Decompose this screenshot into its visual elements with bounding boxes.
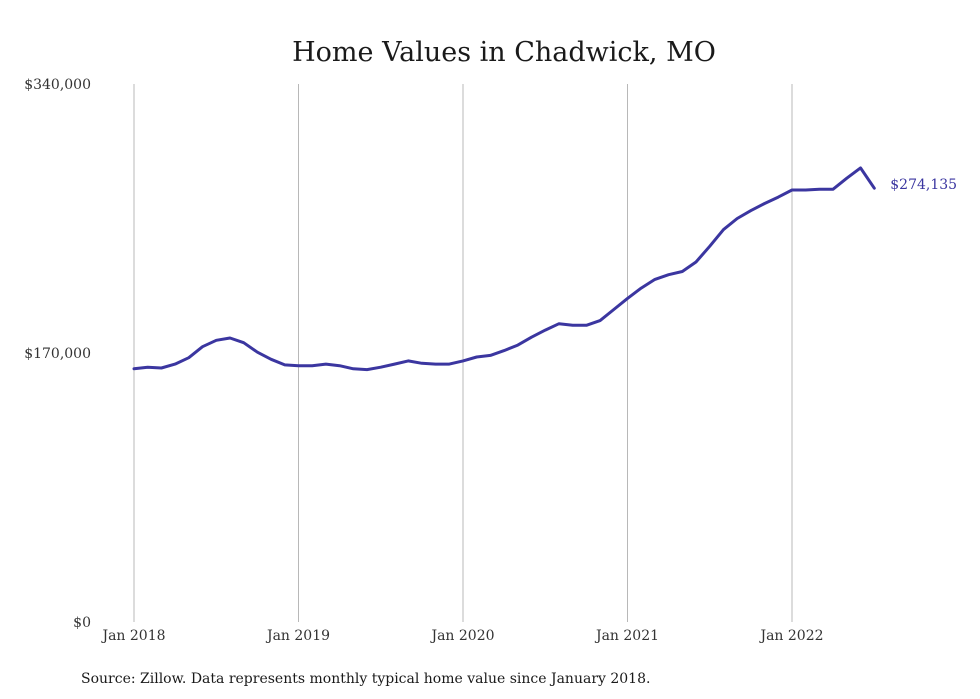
series-line [132, 166, 876, 372]
y-tick-label: $340,000 [24, 77, 91, 93]
end-value-label: $274,135 [890, 177, 957, 193]
x-tick-label: Jan 2022 [758, 628, 823, 644]
y-tick-label: $0 [73, 615, 91, 631]
x-tick-label: Jan 2021 [594, 628, 659, 644]
gridlines [133, 84, 793, 622]
x-tick-label: Jan 2018 [100, 628, 165, 644]
y-tick-label: $170,000 [24, 346, 91, 362]
chart-title: Home Values in Chadwick, MO [292, 37, 716, 68]
x-tick-label: Jan 2020 [429, 628, 494, 644]
series-group [132, 166, 876, 372]
source-note: Source: Zillow. Data represents monthly … [81, 671, 650, 687]
x-tick-label: Jan 2019 [265, 628, 330, 644]
x-axis-tick-labels: Jan 2018 Jan 2019 Jan 2020 Jan 2021 Jan 2022 [100, 628, 823, 644]
y-axis-tick-labels: $0 $170,000 $340,000 [24, 77, 91, 631]
